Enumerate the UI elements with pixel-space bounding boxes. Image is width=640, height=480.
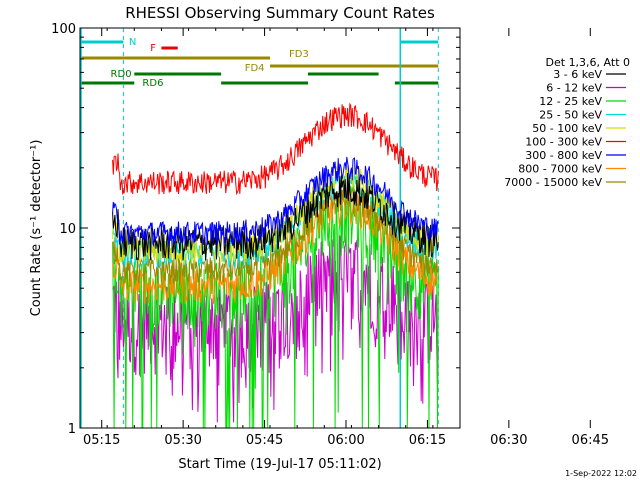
flag-label-n: N: [129, 37, 136, 48]
y-tick-label: 1: [68, 422, 76, 437]
series-line-100-300kev: [112, 102, 439, 196]
legend-label: 25 - 50 keV: [539, 109, 602, 122]
x-tick-label: 05:45: [246, 433, 283, 448]
x-tick-label: 06:30: [490, 433, 527, 448]
flag-label-f: F: [150, 43, 156, 54]
y-tick-label: 100: [51, 22, 76, 37]
series-lines: [112, 102, 439, 429]
x-ticks: 05:15 05:30 05:45 06:00 06:15 06:30 06:45: [79, 28, 609, 448]
series-line-7000-15000kev: [112, 186, 439, 285]
timestamp: 1-Sep-2022 12:02: [565, 469, 637, 478]
y-tick-label: 10: [59, 222, 76, 237]
x-tick-label: 05:15: [83, 433, 120, 448]
chart-title: RHESSI Observing Summary Count Rates: [125, 4, 435, 22]
flag-label-fd4: FD4: [245, 63, 265, 74]
legend-label: 7000 - 15000 keV: [504, 176, 602, 189]
y-axis-label: Count Rate (s⁻¹ detector⁻¹): [29, 140, 44, 317]
x-tick-label: 06:45: [572, 433, 609, 448]
x-tick-label: 06:15: [409, 433, 446, 448]
series-line-50-100kev: [112, 164, 439, 265]
legend-label: 800 - 7000 keV: [518, 163, 602, 176]
legend-label: 6 - 12 keV: [546, 82, 602, 95]
x-tick-label: 06:00: [327, 433, 364, 448]
series-line-800-7000kev: [112, 190, 439, 305]
legend-label: 12 - 25 keV: [539, 95, 602, 108]
x-axis-label: Start Time (19-Jul-17 05:11:02): [178, 457, 381, 472]
legend-label: 3 - 6 keV: [553, 68, 602, 81]
legend-label: 100 - 300 keV: [525, 136, 602, 149]
series-line-6-12kev: [112, 233, 439, 423]
flag-label-rd0: RD0: [111, 69, 132, 80]
x-tick-label: 05:30: [164, 433, 201, 448]
series-line-300-800kev: [112, 156, 439, 248]
legend-header: Det 1,3,6, Att 0: [546, 56, 630, 69]
y-ticks: 1 10 100: [51, 22, 460, 437]
flag-label-rd6: RD6: [142, 78, 163, 89]
flag-label-fd3: FD3: [289, 49, 309, 60]
legend-label: 300 - 800 keV: [525, 149, 602, 162]
legend-label: 50 - 100 keV: [532, 122, 602, 135]
